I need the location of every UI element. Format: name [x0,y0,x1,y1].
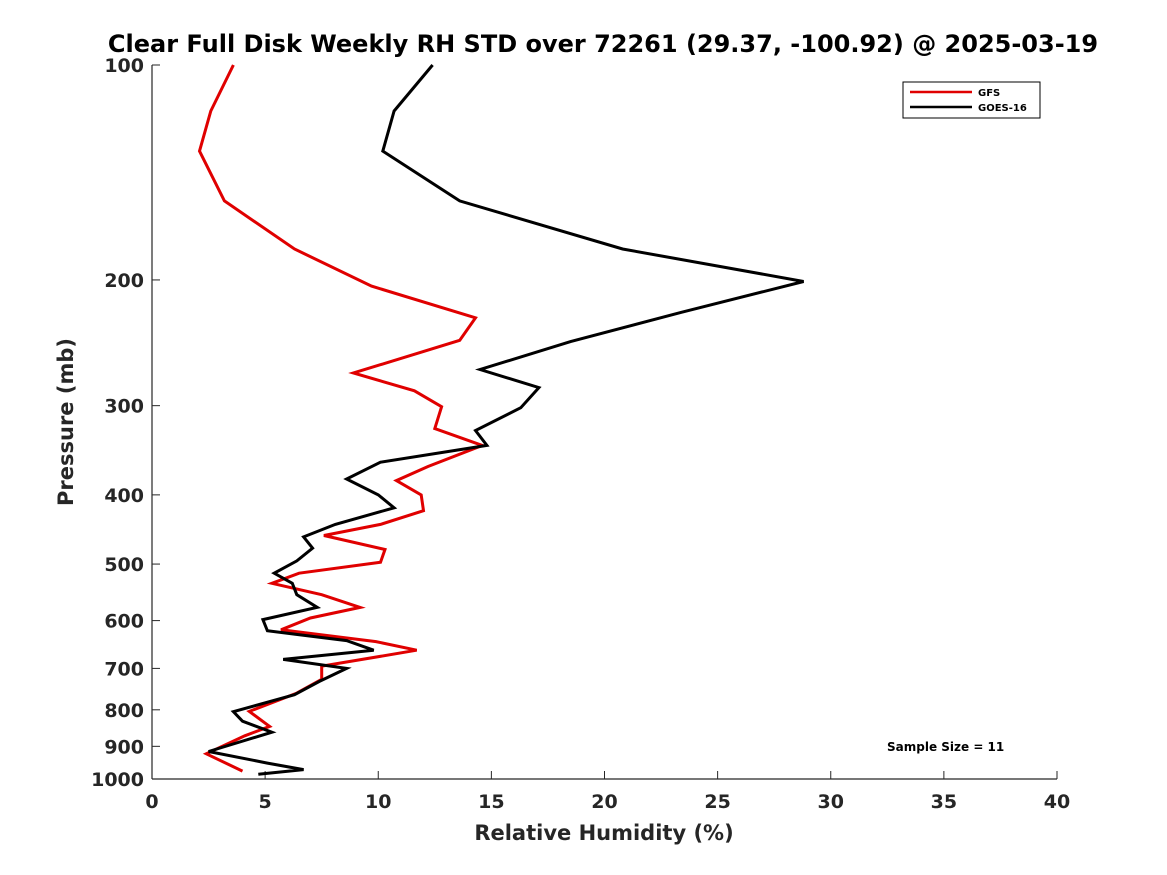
y-tick-label: 400 [104,485,144,507]
legend-box [902,81,1041,119]
x-tick-label: 30 [818,791,844,813]
y-tick-label: 900 [104,736,144,758]
series-line-goes16 [208,64,804,776]
series-lines [197,64,804,776]
x-tick-label: 20 [591,791,617,813]
x-tick-label: 35 [931,791,957,813]
legend: GFS GOES-16 [902,81,1041,119]
chart-title: Clear Full Disk Weekly RH STD over 72261… [108,30,1098,58]
y-axis-label: Pressure (mb) [54,338,78,506]
legend-label-gfs: GFS [978,88,1000,99]
y-tick-label: 700 [104,658,144,680]
y-tick-label: 200 [104,270,144,292]
y-ticks: 100 200 300 400 500 600 700 800 900 1000 [91,55,160,791]
y-tick-label: 500 [104,554,144,576]
plot-area: 0 5 10 15 20 25 30 35 40 100 200 300 400 500 600 700 80… [91,55,1070,813]
y-tick-label: 1000 [91,769,144,791]
y-tick-label: 800 [104,700,144,722]
x-tick-label: 10 [365,791,391,813]
legend-label-goes16: GOES-16 [978,103,1027,114]
sample-size-annotation: Sample Size = 11 [887,740,1004,754]
y-tick-label: 600 [104,611,144,633]
x-tick-label: 5 [259,791,272,813]
x-tick-label: 40 [1044,791,1070,813]
x-axis-label: Relative Humidity (%) [474,821,733,845]
x-tick-label: 25 [704,791,730,813]
x-tick-label: 15 [478,791,504,813]
y-tick-label: 300 [104,396,144,418]
y-tick-label: 100 [104,55,144,77]
x-tick-label: 0 [145,791,158,813]
x-ticks: 0 5 10 15 20 25 30 35 40 [145,771,1070,813]
